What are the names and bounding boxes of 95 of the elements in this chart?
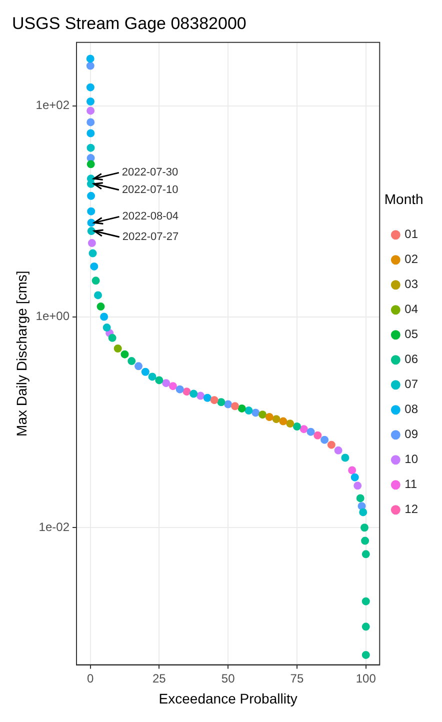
point [86,98,95,106]
point [176,385,184,394]
annotation: 2022-07-10 [122,184,178,196]
point [87,218,96,227]
point [94,291,102,300]
point [86,129,95,138]
legend-label: 11 [404,477,418,492]
point [300,425,308,434]
x-tick-label: 100 [356,671,376,686]
legend-label: 07 [404,377,418,392]
point [360,524,368,532]
point [341,454,350,462]
legend-label: 12 [404,502,418,516]
point [86,106,95,115]
x-tick-label: 0 [86,671,94,686]
point [356,494,364,502]
point [86,144,95,152]
point [128,357,136,366]
point [86,83,94,92]
point [362,597,370,606]
legend-title: Month [384,190,424,207]
point [348,466,356,474]
point [108,334,116,342]
point [190,390,198,398]
y-axis-title: Max Daily Discharge [cms] [13,270,30,436]
point [224,400,232,408]
point [244,406,253,415]
point [230,402,239,410]
point [141,368,150,376]
point [88,249,97,258]
legend-label: 03 [404,277,418,292]
annotation: 2022-07-27 [122,231,179,244]
point [92,276,100,285]
point [114,344,122,352]
point [86,54,94,63]
point [320,436,329,444]
legend-label: 08 [404,402,418,416]
point [120,350,129,358]
point [203,394,212,402]
point [279,417,288,426]
point [148,372,156,381]
x-tick-label: 75 [290,671,304,686]
x-axis-title: Exceedance Proballity [158,690,298,706]
point [292,422,301,431]
legend-label: 06 [404,352,418,366]
point [96,302,105,311]
point [327,440,336,449]
x-tick-label: 50 [221,671,236,686]
legend-label: 01 [404,227,418,242]
y-tick-label: 1e+02 [36,98,70,112]
point [168,382,177,390]
point [350,473,359,482]
legend-label: 02 [404,252,418,266]
point [134,362,143,370]
annotation: 2022-07-30 [122,166,178,179]
legend-label: 04 [404,302,418,316]
point [252,408,260,417]
point [87,227,96,236]
chart-title: USGS Stream Gage 08382000 [12,14,246,33]
point [102,324,111,332]
point [362,622,370,631]
legend-label: 05 [404,327,418,342]
point [286,420,294,428]
point [354,482,362,490]
point [272,415,280,424]
x-tick-label: 25 [152,671,166,686]
point [265,413,274,421]
point [86,118,95,126]
point [87,207,96,216]
point [210,396,218,404]
point [88,239,96,248]
legend-label: 10 [404,452,418,466]
point [362,650,370,659]
point [90,262,98,270]
point [306,428,315,436]
point [162,379,170,388]
point [361,536,370,545]
point [182,388,191,396]
y-tick-label: 1e+00 [36,309,70,324]
point [100,312,108,321]
point [217,398,226,406]
annotation: 2022-08-04 [122,210,179,223]
point [196,392,205,400]
y-tick-label: 1e-02 [38,520,70,534]
point [314,431,322,440]
point [155,376,164,384]
point [359,508,368,516]
point [362,550,370,558]
point [258,410,267,419]
legend-label: 09 [404,427,418,442]
point [334,446,342,454]
point [87,192,96,200]
point [86,62,94,70]
point [86,160,95,168]
point [238,404,246,412]
